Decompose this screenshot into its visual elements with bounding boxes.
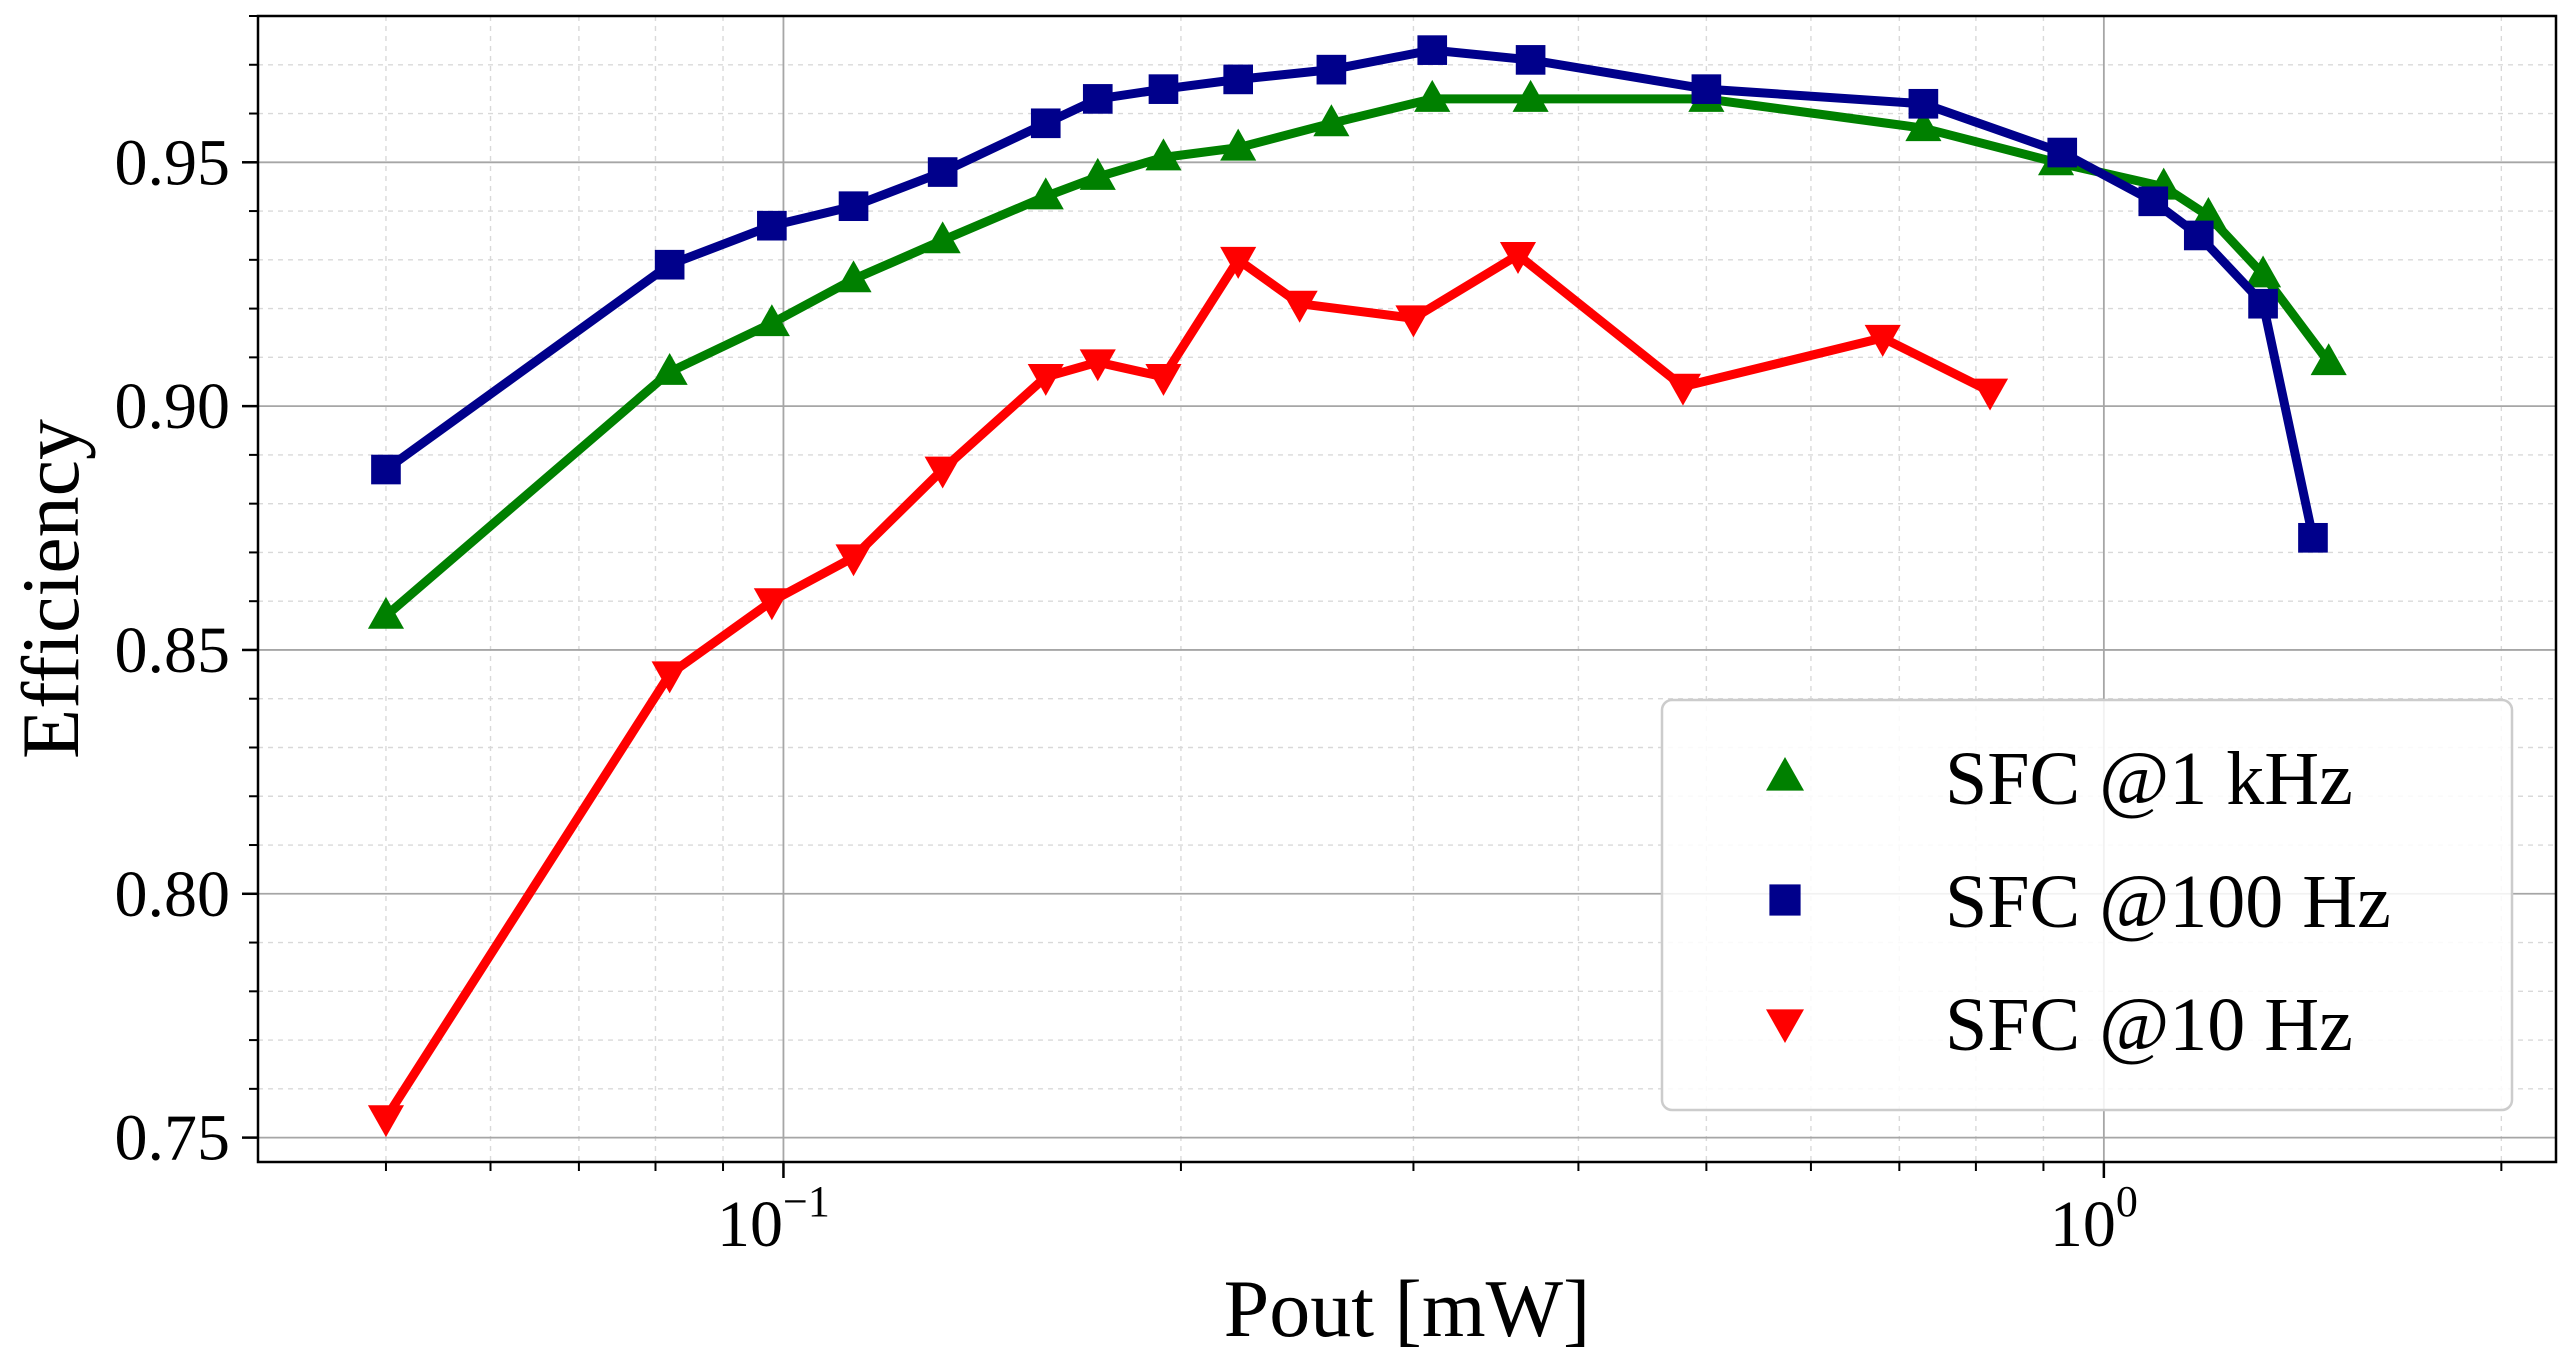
data-point: [371, 454, 401, 485]
data-point: [1281, 290, 1318, 323]
data-point: [1908, 88, 1939, 119]
data-point: [1864, 324, 1901, 357]
data-point: [2298, 522, 2328, 553]
axis-ticks: [242, 15, 2503, 1178]
y-tick-label: 0.90: [115, 370, 231, 443]
data-point: [924, 221, 961, 254]
legend-marker: [1769, 884, 1801, 916]
data-point: [2138, 186, 2169, 217]
data-point: [1030, 108, 1061, 139]
y-axis-label: Efficiency: [5, 419, 96, 759]
data-point: [1145, 138, 1182, 171]
data-point: [835, 544, 872, 577]
data-point: [1972, 378, 2009, 411]
data-point: [1515, 45, 1546, 75]
data-point: [838, 191, 869, 222]
legend-marker: [1766, 757, 1804, 791]
data-point: [835, 260, 872, 293]
data-point: [2047, 137, 2078, 168]
x-tick-label: 10−1: [717, 1177, 830, 1261]
data-point: [1316, 54, 1347, 85]
data-series: [367, 35, 2347, 1138]
data-point: [1079, 349, 1116, 382]
data-point: [757, 210, 787, 241]
x-tick-label: 100: [2050, 1177, 2138, 1261]
x-tick-base: 10: [717, 1188, 783, 1261]
y-tick-label: 0.95: [115, 126, 231, 199]
data-point: [651, 352, 688, 385]
data-point: [1082, 84, 1113, 114]
data-point: [1905, 109, 1942, 142]
data-point: [2248, 288, 2278, 319]
data-point: [1223, 64, 1254, 95]
data-point: [1079, 157, 1116, 190]
legend-marker: [1766, 1009, 1804, 1043]
x-tick-exponent: 0: [2116, 1177, 2138, 1226]
data-point: [1664, 373, 1702, 406]
series-line: [381, 94, 2334, 621]
data-point: [1148, 74, 1179, 104]
data-point: [2310, 343, 2347, 376]
y-tick-label: 0.80: [115, 858, 231, 931]
plot-frame: [256, 14, 2558, 1164]
data-point: [654, 249, 685, 280]
data-point: [1313, 104, 1350, 137]
data-point: [367, 596, 405, 629]
data-point: [2183, 220, 2214, 251]
data-point: [1027, 177, 1064, 210]
data-point: [1027, 363, 1064, 396]
legend-entry: SFC @100 Hz: [1945, 860, 2391, 944]
x-tick-base: 10: [2050, 1188, 2116, 1261]
series-square: [371, 35, 2328, 553]
legend-box: [1660, 698, 2514, 1112]
data-point: [1512, 79, 1549, 112]
legend: SFC @1 kHz SFC @100 Hz SFC @10 Hz: [1660, 698, 2514, 1112]
data-point: [927, 157, 958, 187]
data-point: [1499, 242, 1537, 274]
x-tick-exponent: −1: [783, 1177, 830, 1226]
data-point: [1395, 305, 1432, 338]
data-point: [753, 304, 790, 337]
data-point: [1414, 79, 1451, 112]
data-point: [1220, 246, 1257, 279]
data-point: [1691, 74, 1722, 104]
x-axis-label: Pout [mW]: [1224, 1263, 1591, 1354]
legend-entry: SFC @10 Hz: [1945, 983, 2353, 1067]
data-point: [753, 588, 790, 621]
data-point: [367, 1105, 405, 1138]
data-point: [924, 456, 961, 489]
data-point: [2245, 255, 2282, 288]
y-tick-label: 0.75: [115, 1102, 231, 1175]
data-point: [1220, 128, 1257, 161]
data-point: [1417, 35, 1448, 65]
y-tick-label: 0.85: [115, 614, 231, 687]
data-point: [1145, 363, 1182, 396]
series-triangle-down: [367, 242, 2009, 1138]
legend-entry: SFC @1 kHz: [1945, 737, 2353, 821]
data-point: [651, 661, 688, 694]
